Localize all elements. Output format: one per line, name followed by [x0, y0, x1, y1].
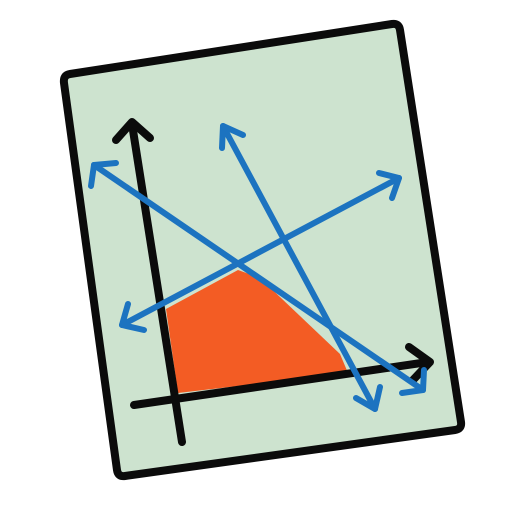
constraint-line-3-arrowhead-end	[353, 384, 383, 412]
constraint-line-1-arrowhead-start	[88, 160, 119, 189]
constraint-line-1-stroke	[91, 162, 426, 393]
feasible-region	[166, 270, 348, 393]
constraint-line-2	[119, 170, 402, 333]
y-axis-arrowhead	[112, 118, 154, 144]
x-axis-arrowhead	[405, 343, 434, 384]
constraint-line-3-arrowhead-start	[219, 123, 246, 151]
constraint-line-2-arrowhead-end	[376, 170, 402, 201]
constraint-line-3	[219, 123, 383, 412]
constraint-line-2-arrowhead-start	[119, 301, 147, 333]
constraint-line-3-stroke	[220, 123, 378, 412]
constraint-line-1-arrowhead-end	[399, 367, 427, 396]
x-axis	[130, 343, 434, 409]
x-axis-line	[130, 358, 432, 409]
constraint-line-1	[88, 160, 427, 396]
constraint-line-2-stroke	[119, 175, 402, 328]
y-axis-line	[128, 120, 186, 446]
y-axis	[112, 118, 186, 446]
